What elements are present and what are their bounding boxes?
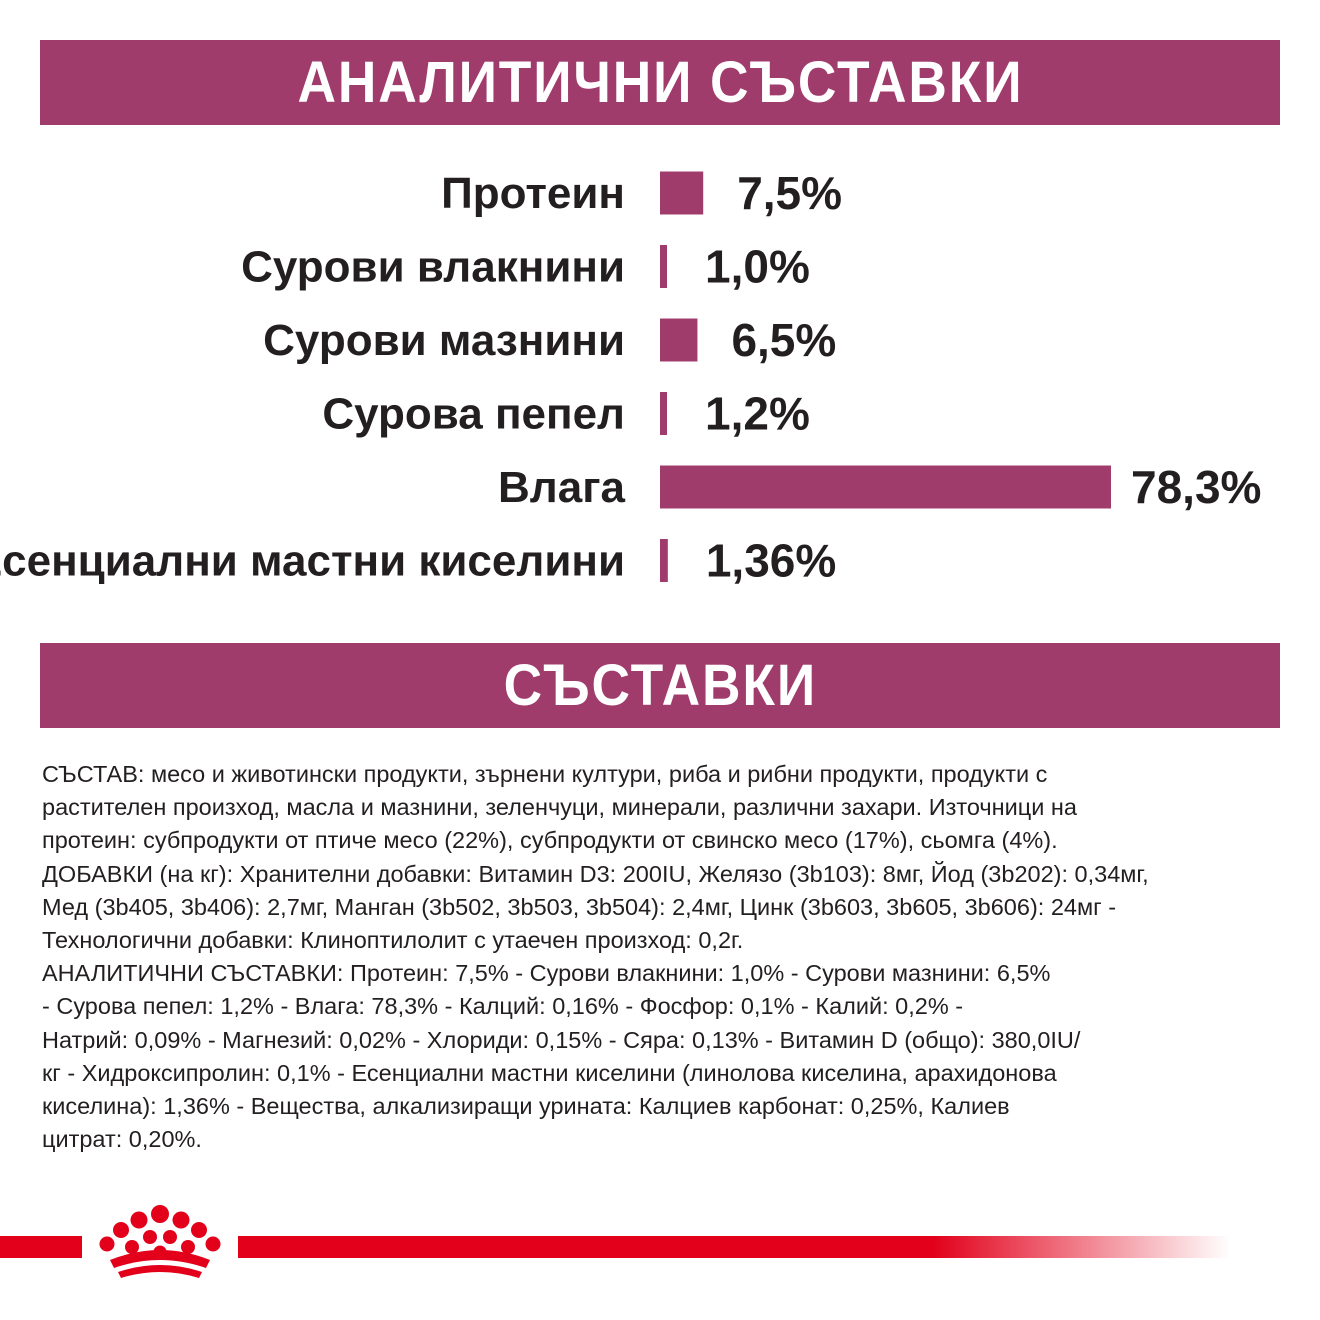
category-label: Сурова пепел (322, 390, 625, 439)
category-label: Сурови влакнини (241, 243, 625, 292)
value-label: 6,5% (731, 314, 836, 366)
ingredients-title: СЪСТАВКИ (503, 652, 817, 718)
composition-text: СЪСТАВ: месо и животински продукти, зърн… (42, 761, 1149, 1153)
category-label: Есенциални мастни киселини (0, 537, 625, 586)
bar (660, 245, 667, 288)
analytical-banner: АНАЛИТИЧНИ СЪСТАВКИ (40, 40, 1280, 125)
value-label: 7,5% (737, 167, 842, 219)
composition-bar-chart: Протеин 7,5% Сурови влакнини 1,0% Сурови маз… (0, 167, 1261, 587)
category-label: Сурови мазнини (263, 316, 625, 365)
bar (660, 392, 667, 435)
bar (660, 171, 704, 215)
footer-line-left (0, 1236, 82, 1258)
bar (660, 465, 1111, 509)
category-label: Влага (498, 463, 626, 512)
value-label: 78,3% (1131, 461, 1261, 513)
ingredients-banner: СЪСТАВКИ (40, 643, 1280, 728)
bar (660, 318, 698, 362)
value-label: 1,0% (705, 241, 810, 293)
category-label: Протеин (441, 169, 625, 218)
bar (660, 539, 668, 582)
value-label: 1,36% (706, 535, 836, 587)
crown-icon (99, 1205, 221, 1278)
analytical-title: АНАЛИТИЧНИ СЪСТАВКИ (297, 49, 1023, 115)
value-label: 1,2% (705, 388, 810, 440)
footer-line-right (238, 1236, 1230, 1258)
